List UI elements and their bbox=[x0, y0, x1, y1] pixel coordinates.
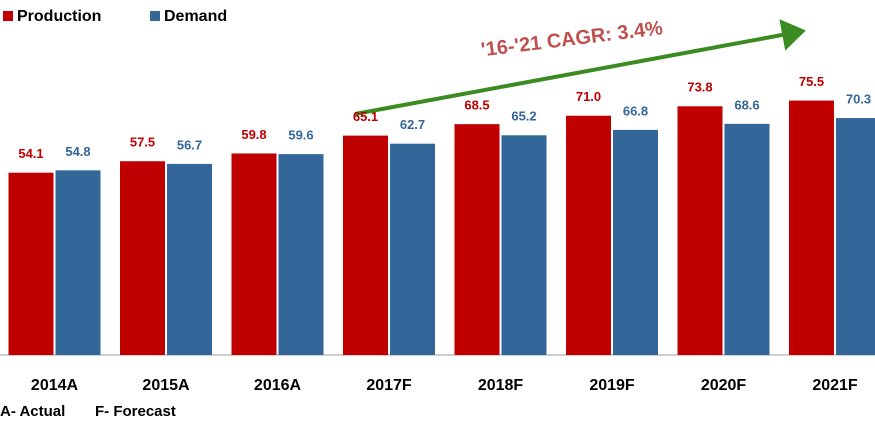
x-tick-label: 2021F bbox=[812, 377, 858, 394]
bar bbox=[390, 143, 435, 355]
value-label: 59.8 bbox=[241, 127, 266, 142]
value-label: 54.8 bbox=[65, 144, 90, 159]
value-label: 70.3 bbox=[846, 92, 871, 107]
legend-swatch bbox=[150, 11, 160, 21]
legend-label: Production bbox=[17, 8, 101, 25]
value-label: 68.5 bbox=[464, 98, 489, 113]
x-tick-label: 2019F bbox=[589, 377, 635, 394]
bar bbox=[343, 135, 388, 355]
x-tick-label: 2017F bbox=[366, 377, 412, 394]
x-tick-label: 2020F bbox=[701, 377, 747, 394]
bar bbox=[566, 115, 611, 355]
bar bbox=[167, 163, 212, 355]
bar bbox=[724, 123, 770, 356]
bar bbox=[677, 106, 723, 355]
value-label: 66.8 bbox=[623, 103, 648, 118]
bar bbox=[278, 154, 324, 355]
x-tick-label: 2016A bbox=[254, 377, 302, 394]
bar bbox=[231, 153, 277, 355]
bar bbox=[454, 124, 500, 355]
value-label: 75.5 bbox=[799, 74, 824, 89]
value-label: 68.6 bbox=[734, 97, 759, 112]
value-label: 71.0 bbox=[576, 89, 601, 104]
bar bbox=[789, 100, 834, 355]
value-label: 73.8 bbox=[687, 80, 712, 95]
bar bbox=[501, 135, 547, 355]
bar bbox=[55, 170, 101, 355]
value-label: 65.1 bbox=[353, 109, 378, 124]
note: F- Forecast bbox=[95, 403, 176, 420]
value-label: 59.6 bbox=[288, 128, 313, 143]
value-label: 54.1 bbox=[18, 146, 43, 161]
value-label: 56.7 bbox=[177, 137, 202, 152]
bar bbox=[613, 129, 658, 355]
value-label: 57.5 bbox=[130, 135, 155, 150]
legend-label: Demand bbox=[164, 8, 227, 25]
cagr-annotation: '16-'21 CAGR: 3.4% bbox=[480, 17, 664, 61]
legend-swatch bbox=[3, 11, 13, 21]
cagr-arrow bbox=[354, 19, 806, 116]
bar bbox=[836, 118, 875, 356]
bar bbox=[120, 161, 165, 355]
note: A- Actual bbox=[0, 403, 65, 420]
bar bbox=[8, 172, 54, 355]
x-tick-label: 2014A bbox=[31, 377, 79, 394]
value-label: 62.7 bbox=[400, 117, 425, 132]
x-tick-label: 2015A bbox=[142, 377, 190, 394]
value-label: 65.2 bbox=[511, 109, 536, 124]
x-tick-label: 2018F bbox=[478, 377, 524, 394]
